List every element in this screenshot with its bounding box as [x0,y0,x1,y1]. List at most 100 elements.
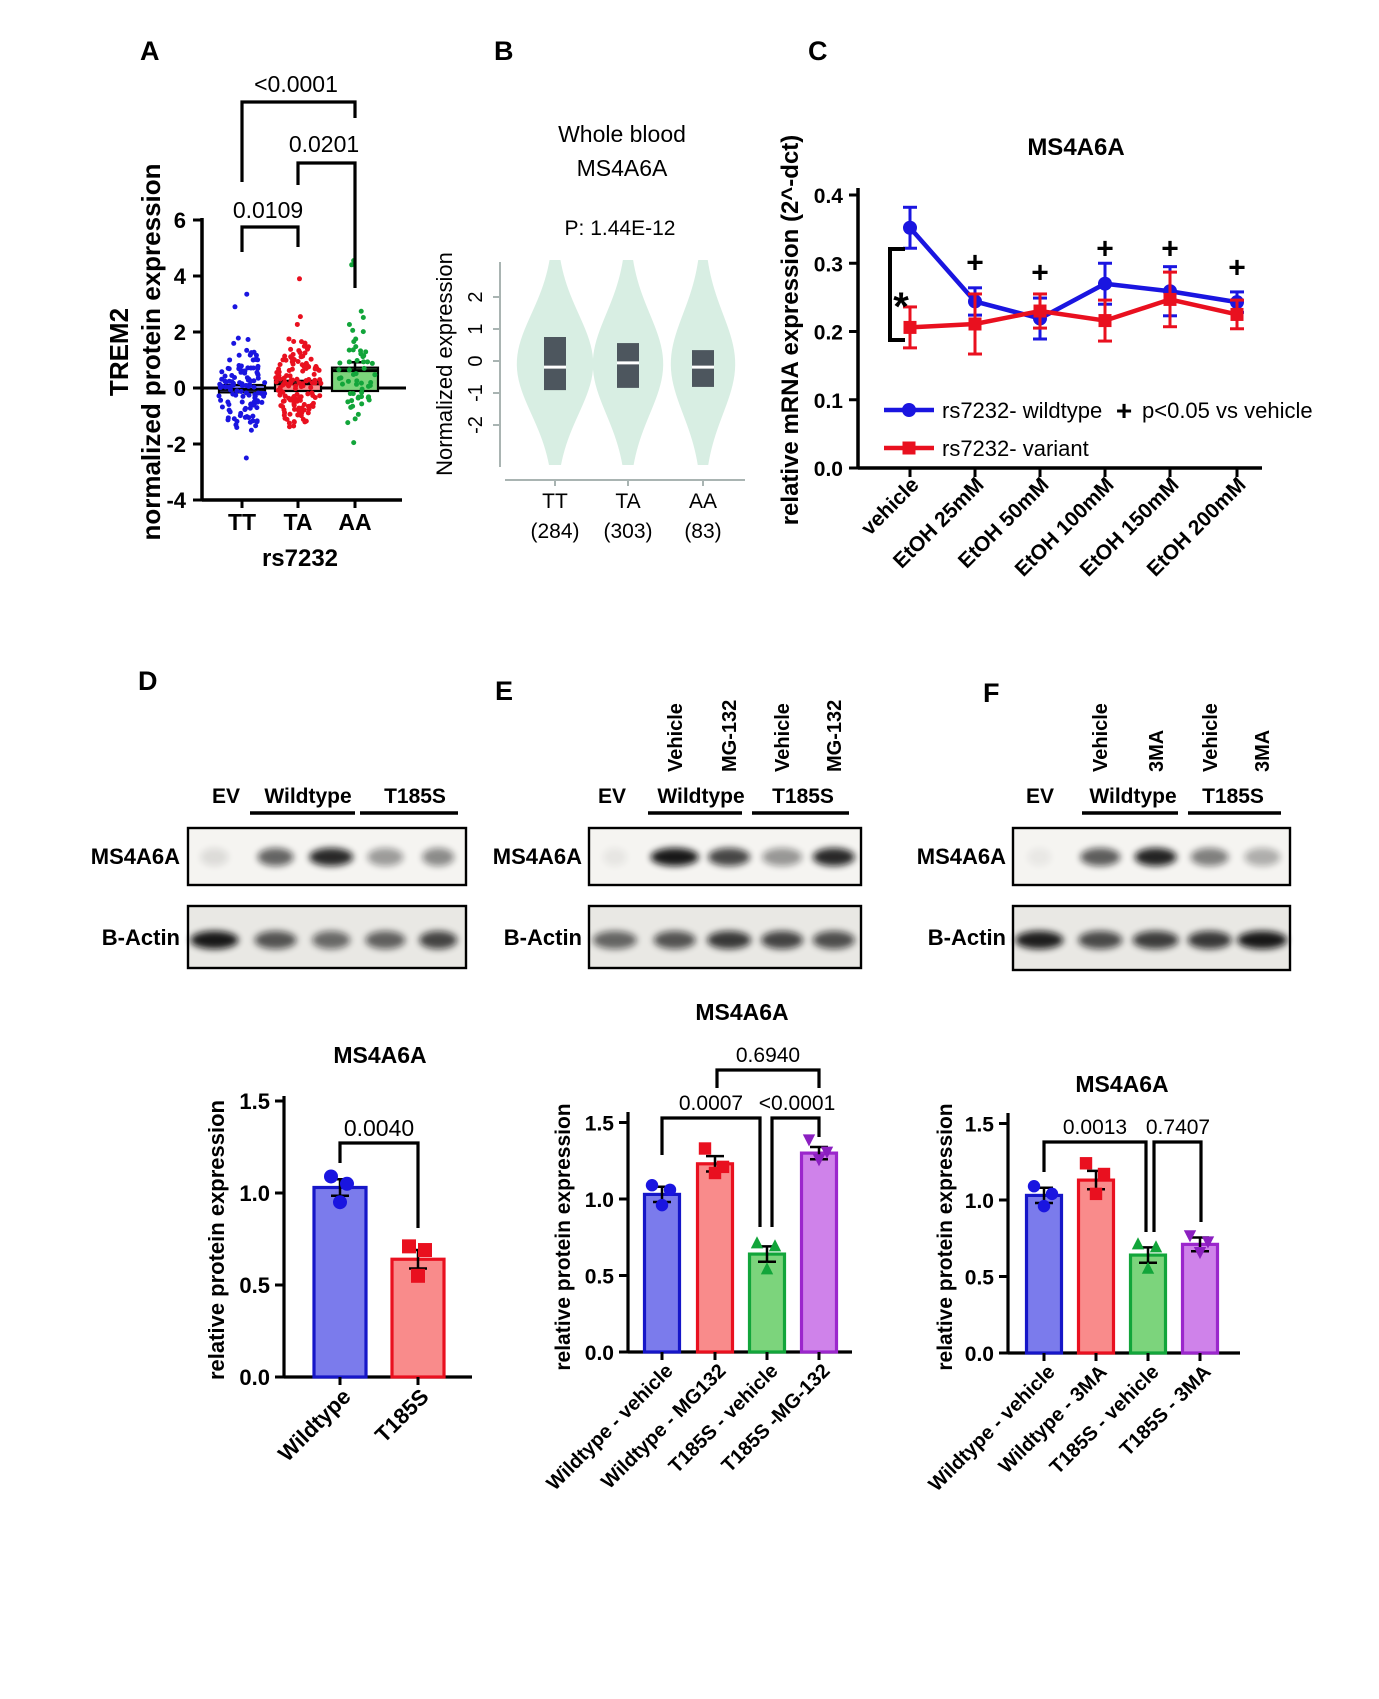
blot-band [812,848,855,866]
data-point [760,1262,774,1275]
violin-TT [516,260,594,465]
y-tick-label: 6 [174,208,186,233]
blot-band [365,931,406,949]
p-value: <0.0001 [254,71,338,97]
treatment-label: 3MA [1252,730,1274,772]
x-tick-label: AA [689,490,717,513]
y-tick-label: 1.5 [585,1113,615,1136]
y-tick-label: -2 [166,432,186,457]
scatter-group-TT [216,291,268,461]
bar [695,1162,735,1354]
data-point [902,403,916,417]
bar [642,1192,682,1354]
panel-c-chart: MS4A6A relative mRNA expression (2^-dct) 0… [777,134,1313,581]
data-point [1089,1187,1103,1201]
data-point [750,1236,764,1249]
sample-count: (284) [530,520,579,543]
panel-d-bar-chart: MS4A6A relative protein expression 0.0 0.5 1… [204,1042,472,1466]
treatment-label: 3MA [1146,730,1168,772]
blot-band [254,931,297,949]
data-point [663,1183,677,1197]
panel-b-chart: Whole blood MS4A6A P: 1.44E-12 Normalized e… [432,121,745,543]
significance-bracket [888,247,905,342]
y-tick-label: -2 [465,416,487,434]
lane-header: T185S [1202,785,1264,808]
y-tick-label: 1 [465,323,487,334]
bar [1024,1193,1064,1355]
data-point [1079,1157,1093,1170]
sample-count: (83) [684,520,721,543]
significance-bracket [240,225,300,252]
data-point [1230,307,1244,321]
chart-title: MS4A6A [577,155,668,181]
y-axis-title: relative protein expression [204,1100,229,1380]
y-axis-title: Normalized expression [432,252,457,476]
data-point [1097,1167,1111,1181]
treatment-label: Vehicle [772,703,794,772]
plus-mark: + [1096,233,1114,266]
x-tick-label: T185S - 3MA [1116,1361,1216,1461]
bar [799,1151,839,1354]
blot-band [257,848,294,866]
p-value: 0.6940 [736,1044,800,1067]
blot-band [812,931,855,949]
sample-count: (303) [603,520,652,543]
p-value: 0.0201 [289,131,359,157]
data-point [655,1198,669,1212]
y-axis-title: relative protein expression [552,1103,575,1370]
p-value: 0.0013 [1063,1116,1127,1139]
y-tick-label: 0 [465,355,487,366]
panel-a-label: A [140,36,160,66]
x-tick-label: TT [228,509,256,535]
data-point [411,1268,425,1283]
y-tick-label: 0.4 [814,185,844,208]
significance-bracket [296,161,357,288]
y-tick-label: 1.5 [239,1089,270,1114]
y-tick-label: 2 [465,291,487,302]
blot-row-label: B-Actin [928,925,1006,950]
p-value: 0.7407 [1146,1116,1210,1139]
legend: rs7232- wildtype + p<0.05 vs vehicle rs7232… [884,395,1313,461]
plus-mark: + [1161,233,1179,266]
chart-title: MS4A6A [1027,134,1124,161]
y-tick-label: 0 [174,376,186,401]
series-line [908,226,1238,321]
y-tick-label: 0.5 [239,1273,270,1298]
y-axis-title: normalized protein expression [136,163,166,540]
box [544,337,566,391]
blot-band [592,931,637,949]
blot-row-label: B-Actin [102,925,180,950]
blot-band [1027,848,1052,866]
p-value: 0.0040 [344,1115,414,1141]
data-point [1201,1236,1215,1249]
x-tick-label: TT [542,490,568,513]
blot-band [1015,931,1064,949]
y-tick-label: 4 [174,264,187,289]
data-point [1141,1261,1155,1274]
treatment-label: Vehicle [1090,703,1112,772]
panel-b-label: B [494,36,514,66]
data-point [1045,1187,1059,1201]
violin-AA [670,260,736,465]
blot-band [1080,848,1121,866]
data-point [645,1179,659,1192]
blot-band [653,931,696,949]
blot-band [708,848,751,866]
chart-title: MS4A6A [333,1042,426,1068]
data-point [698,1142,712,1155]
y-tick-label: 2 [174,320,186,345]
star-mark: * [893,285,909,329]
blot-row-label: MS4A6A [493,844,582,869]
p-value: 0.0109 [233,197,303,223]
x-tick-label: T185S [370,1384,434,1448]
blot-band [309,848,354,866]
y-tick-label: 0.0 [585,1342,614,1365]
y-axis-title: relative protein expression [934,1103,957,1370]
blot-band [1244,848,1281,866]
p-value: <0.0001 [759,1092,836,1115]
y-tick-label: 0.1 [814,390,844,413]
legend-label: rs7232- variant [942,436,1089,461]
data-point [708,1166,722,1180]
bar [1076,1178,1116,1355]
